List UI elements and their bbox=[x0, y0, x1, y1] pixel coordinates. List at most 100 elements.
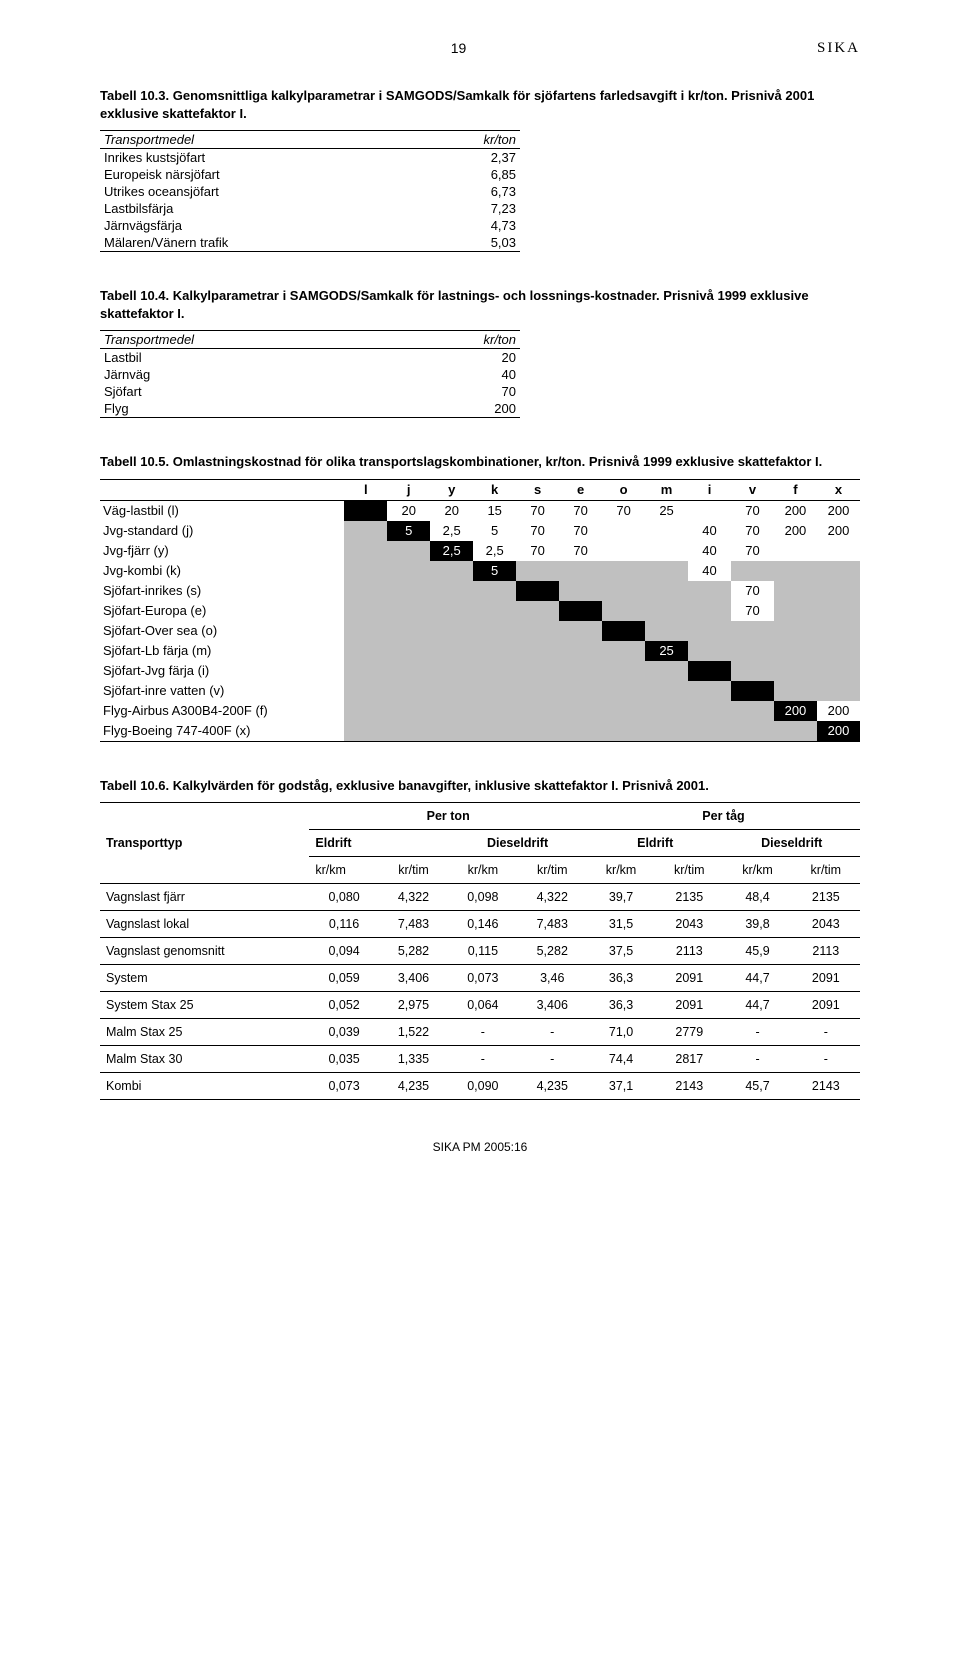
row-name: Inrikes kustsjöfart bbox=[100, 149, 422, 167]
t105-col-head bbox=[100, 479, 344, 500]
matrix-cell bbox=[473, 701, 516, 721]
matrix-cell: 200 bbox=[774, 500, 817, 521]
t106-unit-head: kr/km bbox=[587, 857, 655, 884]
row-value: 200 bbox=[397, 400, 520, 418]
table-row: Vagnslast genomsnitt0,0945,2820,1155,282… bbox=[100, 938, 860, 965]
matrix-cell bbox=[645, 581, 688, 601]
matrix-cell bbox=[516, 701, 559, 721]
row-value: 71,0 bbox=[587, 1019, 655, 1046]
table-row: Väg-lastbil (l)2020157070702570200200 bbox=[100, 500, 860, 521]
row-value: 37,1 bbox=[587, 1073, 655, 1100]
table-row: Utrikes oceansjöfart6,73 bbox=[100, 183, 520, 200]
matrix-cell bbox=[602, 701, 645, 721]
matrix-cell bbox=[516, 601, 559, 621]
matrix-cell bbox=[817, 601, 860, 621]
row-value: 4,322 bbox=[518, 884, 587, 911]
row-value: 4,235 bbox=[379, 1073, 448, 1100]
table-row: Järnvägsfärja4,73 bbox=[100, 217, 520, 234]
row-value: 7,483 bbox=[379, 911, 448, 938]
row-value: 39,8 bbox=[723, 911, 791, 938]
matrix-cell bbox=[387, 601, 430, 621]
row-value: 20 bbox=[397, 349, 520, 367]
row-name: Malm Stax 25 bbox=[100, 1019, 309, 1046]
matrix-cell bbox=[645, 541, 688, 561]
matrix-cell bbox=[817, 641, 860, 661]
matrix-cell: 2,5 bbox=[473, 541, 516, 561]
row-value: 6,85 bbox=[422, 166, 520, 183]
matrix-cell bbox=[516, 661, 559, 681]
matrix-cell: 5 bbox=[473, 561, 516, 581]
row-value: 2143 bbox=[655, 1073, 723, 1100]
matrix-cell bbox=[559, 701, 602, 721]
t106-unit-head: kr/tim bbox=[379, 857, 448, 884]
row-value: 0,090 bbox=[448, 1073, 517, 1100]
matrix-cell bbox=[817, 541, 860, 561]
matrix-cell bbox=[688, 581, 731, 601]
table-row: System Stax 250,0522,9750,0643,40636,320… bbox=[100, 992, 860, 1019]
table-10-5: ljykseomivfx Väg-lastbil (l)202015707070… bbox=[100, 479, 860, 742]
row-value: - bbox=[723, 1046, 791, 1073]
matrix-cell bbox=[430, 601, 473, 621]
matrix-cell: 20 bbox=[430, 500, 473, 521]
matrix-cell bbox=[645, 681, 688, 701]
matrix-cell bbox=[774, 641, 817, 661]
matrix-cell bbox=[344, 641, 387, 661]
matrix-cell: 70 bbox=[516, 541, 559, 561]
table-10-6-title: Tabell 10.6. Kalkylvärden för godståg, e… bbox=[100, 777, 860, 795]
row-value: 0,059 bbox=[309, 965, 378, 992]
matrix-cell bbox=[731, 721, 774, 742]
page-container: 19 SIKA Tabell 10.3. Genomsnittliga kalk… bbox=[0, 0, 960, 1184]
table-10-3: Transportmedel kr/ton Inrikes kustsjöfar… bbox=[100, 130, 520, 252]
table-row: Jvg-fjärr (y)2,52,570704070 bbox=[100, 541, 860, 561]
table-10-3-title: Tabell 10.3. Genomsnittliga kalkylparame… bbox=[100, 87, 860, 122]
matrix-cell bbox=[516, 681, 559, 701]
matrix-cell bbox=[344, 581, 387, 601]
t105-col-head: y bbox=[430, 479, 473, 500]
t105-col-head: l bbox=[344, 479, 387, 500]
row-name: Sjöfart-Over sea (o) bbox=[100, 621, 344, 641]
matrix-cell bbox=[731, 561, 774, 581]
t106-unit-head: kr/km bbox=[448, 857, 517, 884]
matrix-cell bbox=[645, 701, 688, 721]
matrix-cell bbox=[688, 721, 731, 742]
matrix-cell: 70 bbox=[559, 500, 602, 521]
table-row: Lastbilsfärja7,23 bbox=[100, 200, 520, 217]
t103-col2: kr/ton bbox=[422, 131, 520, 149]
row-name: Järnväg bbox=[100, 366, 397, 383]
matrix-cell: 200 bbox=[817, 701, 860, 721]
matrix-cell bbox=[559, 721, 602, 742]
matrix-cell bbox=[688, 621, 731, 641]
matrix-cell: 15 bbox=[473, 500, 516, 521]
row-value: 7,23 bbox=[422, 200, 520, 217]
row-value: 45,7 bbox=[723, 1073, 791, 1100]
row-value: 3,406 bbox=[518, 992, 587, 1019]
table-row: Malm Stax 300,0351,335--74,42817-- bbox=[100, 1046, 860, 1073]
matrix-cell: 200 bbox=[817, 721, 860, 742]
matrix-cell bbox=[344, 601, 387, 621]
row-value: 36,3 bbox=[587, 965, 655, 992]
matrix-cell: 70 bbox=[602, 500, 645, 521]
matrix-cell bbox=[473, 681, 516, 701]
t105-col-head: j bbox=[387, 479, 430, 500]
row-value: 0,073 bbox=[309, 1073, 378, 1100]
matrix-cell bbox=[645, 601, 688, 621]
table-row: Malm Stax 250,0391,522--71,02779-- bbox=[100, 1019, 860, 1046]
row-name: Jvg-fjärr (y) bbox=[100, 541, 344, 561]
row-value: 40 bbox=[397, 366, 520, 383]
matrix-cell bbox=[559, 661, 602, 681]
row-value: 2113 bbox=[655, 938, 723, 965]
row-value: - bbox=[448, 1046, 517, 1073]
table-row: Kombi0,0734,2350,0904,23537,1214345,7214… bbox=[100, 1073, 860, 1100]
matrix-cell: 70 bbox=[559, 541, 602, 561]
matrix-cell bbox=[387, 621, 430, 641]
matrix-cell: 40 bbox=[688, 561, 731, 581]
row-name: Vagnslast lokal bbox=[100, 911, 309, 938]
row-value: 0,146 bbox=[448, 911, 517, 938]
matrix-cell bbox=[473, 581, 516, 601]
matrix-cell bbox=[430, 681, 473, 701]
row-value: 0,039 bbox=[309, 1019, 378, 1046]
matrix-cell bbox=[817, 561, 860, 581]
row-value: 7,483 bbox=[518, 911, 587, 938]
row-value: 74,4 bbox=[587, 1046, 655, 1073]
t105-col-head: m bbox=[645, 479, 688, 500]
